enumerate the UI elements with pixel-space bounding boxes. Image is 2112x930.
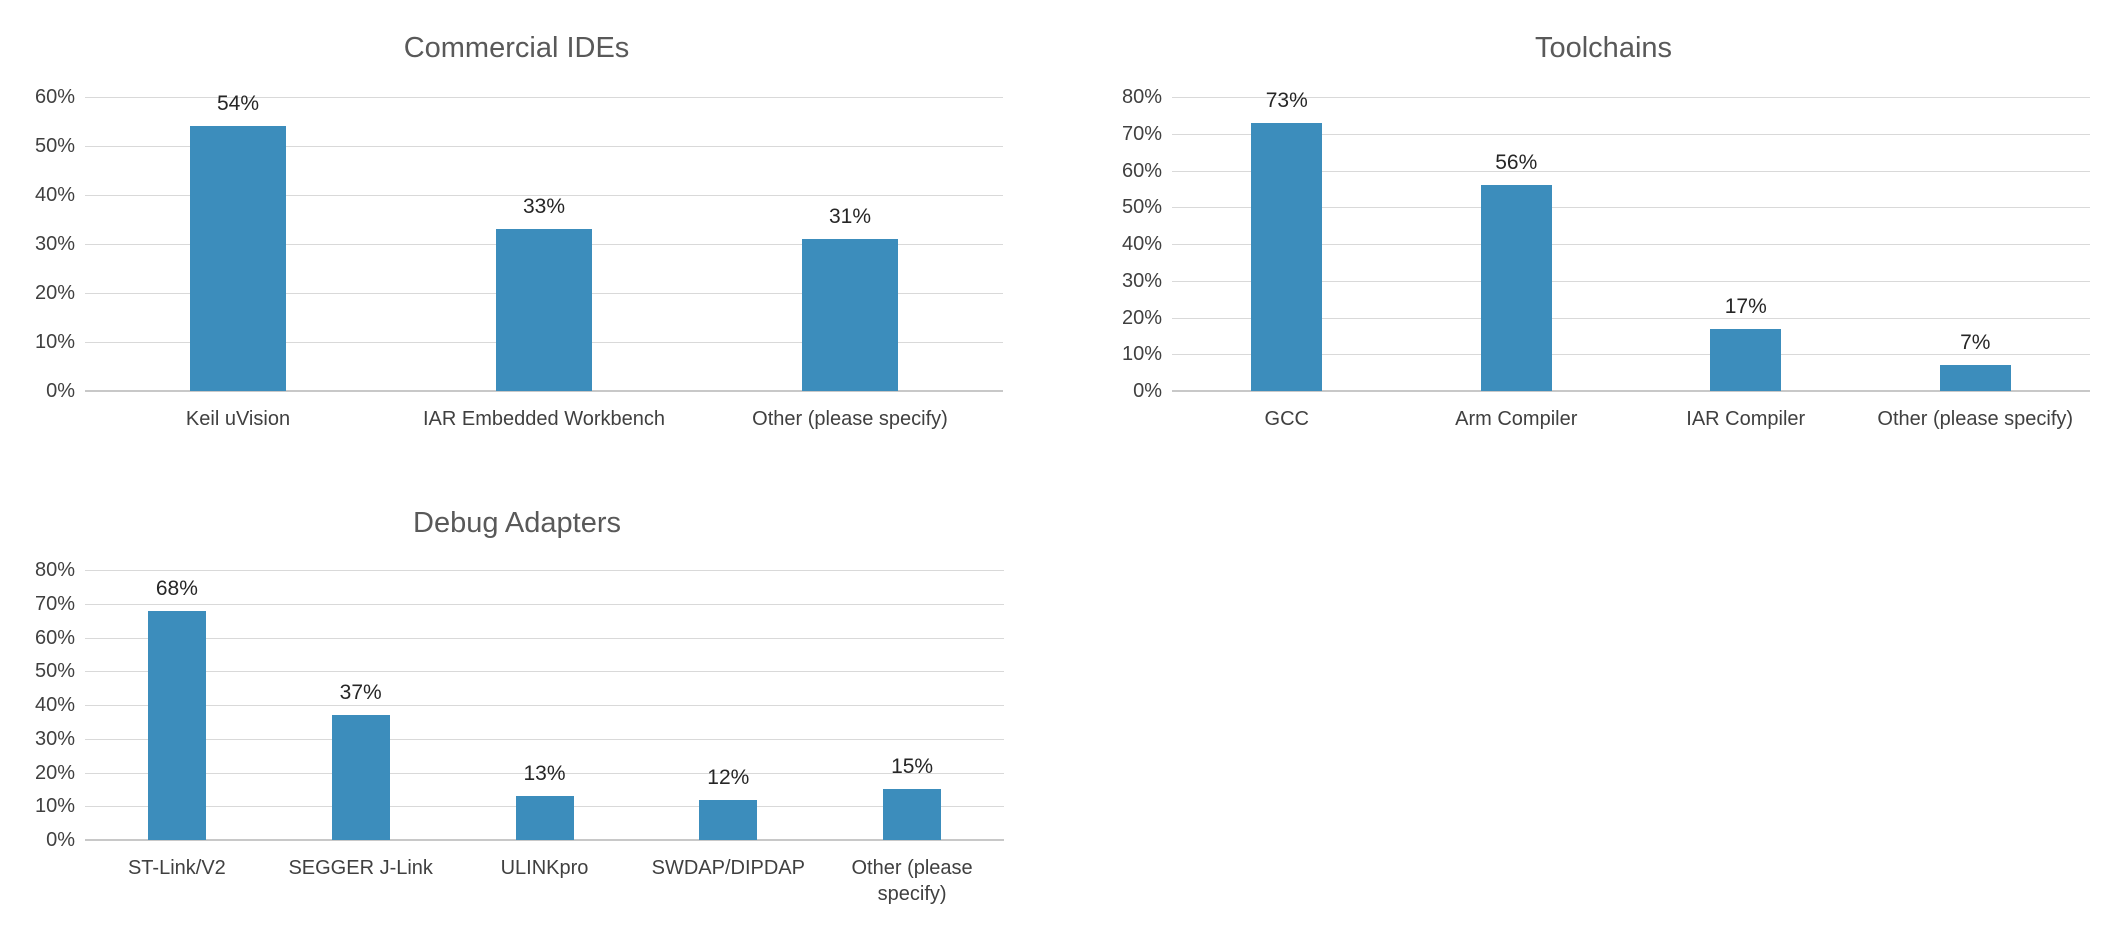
bar-arm-compiler [1480, 185, 1552, 391]
x-axis-category-label: IAR Embedded Workbench [423, 408, 665, 430]
bar-segger-j-link [331, 715, 390, 840]
gridline [1172, 207, 2090, 209]
y-axis-tick-label: 20% [34, 761, 75, 784]
x-axis-category-label: SEGGER J-Link [288, 857, 433, 879]
bar-value-label: 13% [523, 762, 566, 786]
gridline [85, 97, 1003, 98]
y-axis-tick-label: 50% [34, 135, 75, 157]
y-axis-tick-label: 0% [46, 380, 75, 402]
bar-value-label: 15% [891, 755, 934, 779]
y-axis-tick-label: 30% [34, 233, 75, 255]
y-axis-tick-label: 70% [1121, 122, 1162, 145]
y-axis-tick-label: 10% [34, 331, 75, 353]
bar-other-please-specify [883, 789, 942, 840]
x-axis-category-label: GCC [1264, 408, 1309, 430]
x-axis-category-label: Arm Compiler [1455, 408, 1578, 430]
y-axis-tick-label: 10% [1121, 343, 1162, 366]
gridline [1172, 317, 2090, 319]
x-axis-category-label: Keil uVision [185, 408, 291, 430]
bar-other-please-specify [802, 239, 898, 391]
gridline [85, 772, 1004, 774]
gridline [1172, 354, 2090, 356]
y-axis-tick-label: 40% [34, 694, 75, 716]
x-axis-category-label: Other (please specify) [851, 857, 973, 905]
y-axis-tick-label: 0% [46, 829, 75, 851]
y-axis-tick-label: 10% [34, 795, 75, 818]
bar-value-label: 56% [1495, 151, 1538, 175]
bar-value-label: 17% [1724, 294, 1767, 318]
y-axis-tick-label: 40% [34, 184, 75, 206]
x-axis-category-label: ULINKpro [500, 857, 589, 879]
x-axis-category-label: SWDAP/DIPDAP [651, 857, 805, 879]
gridline [85, 671, 1004, 673]
x-axis-category-label: ST-Link/V2 [127, 857, 226, 879]
bar-swdap-dipdap [699, 799, 758, 840]
gridline [1172, 97, 2090, 98]
y-axis-tick-label: 70% [34, 592, 75, 615]
chart-title: Toolchains [1534, 32, 1673, 64]
gridline [1172, 244, 2090, 245]
y-axis-tick-label: 80% [1121, 86, 1162, 108]
x-axis-line [85, 390, 1003, 392]
gridline [85, 146, 1003, 147]
bar-st-link-v2 [147, 610, 206, 840]
bar-value-label: 33% [522, 195, 566, 219]
y-axis-tick-label: 50% [34, 660, 75, 683]
gridline [85, 570, 1004, 571]
bar-value-label: 73% [1265, 88, 1308, 112]
x-axis-line [1172, 390, 2090, 392]
bar-iar-embedded-workbench [496, 229, 592, 391]
gridline [85, 705, 1004, 706]
y-axis-tick-label: 60% [1121, 159, 1162, 182]
y-axis-tick-label: 30% [34, 727, 75, 750]
y-axis-tick-label: 20% [34, 282, 75, 304]
gridline [1172, 170, 2090, 172]
y-axis-tick-label: 20% [1121, 306, 1162, 329]
chart-title: Debug Adapters [413, 507, 621, 539]
bar-gcc [1251, 122, 1323, 391]
y-axis-tick-label: 0% [1133, 380, 1162, 402]
x-axis-category-label: IAR Compiler [1686, 408, 1806, 430]
bar-value-label: 37% [339, 681, 382, 705]
y-axis-tick-label: 80% [34, 559, 75, 581]
gridline [1172, 133, 2090, 135]
bar-value-label: 7% [1960, 331, 1991, 355]
gridline [85, 603, 1004, 605]
y-axis-tick-label: 30% [1121, 269, 1162, 292]
bar-keil-uvision [190, 126, 286, 391]
bar-value-label: 31% [828, 205, 872, 229]
bar-value-label: 12% [707, 765, 750, 789]
gridline [1172, 280, 2090, 282]
x-axis-category-label: Other (please specify) [752, 408, 948, 430]
bar-value-label: 68% [155, 576, 198, 600]
bar-other-please-specify [1939, 365, 2011, 391]
y-axis-tick-label: 60% [34, 86, 75, 108]
x-axis-category-label: Other (please specify) [1877, 408, 2074, 430]
y-axis-tick-label: 40% [1121, 233, 1162, 255]
y-axis-tick-label: 50% [1121, 196, 1162, 219]
gridline [85, 195, 1003, 196]
chart-title: Commercial IDEs [403, 32, 630, 64]
bar-iar-compiler [1710, 328, 1782, 391]
bar-ulinkpro [515, 796, 574, 840]
gridline [85, 637, 1004, 639]
y-axis-tick-label: 60% [34, 626, 75, 649]
x-axis-line [85, 839, 1004, 841]
gridline [85, 738, 1004, 740]
bar-value-label: 54% [216, 92, 260, 116]
